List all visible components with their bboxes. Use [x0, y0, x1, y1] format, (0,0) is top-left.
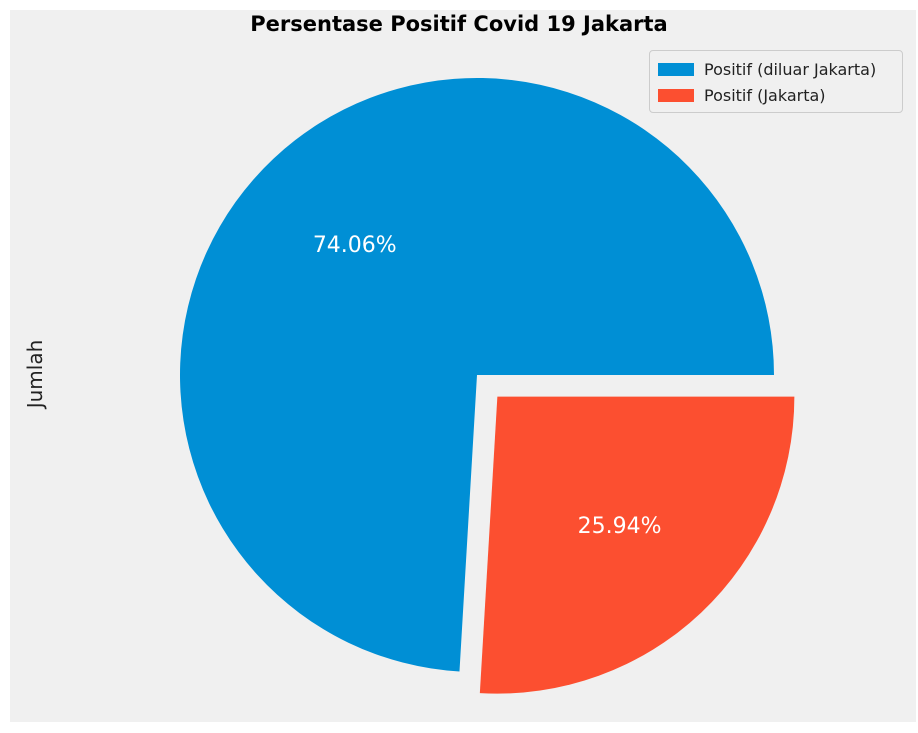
legend: Positif (diluar Jakarta) Positif (Jakart… [649, 50, 903, 113]
pie-slice-jakarta [479, 396, 795, 694]
legend-label-diluar-jakarta: Positif (diluar Jakarta) [704, 59, 877, 79]
legend-label-jakarta: Positif (Jakarta) [704, 85, 826, 105]
legend-swatch-diluar-jakarta [658, 62, 694, 76]
pie-slice-diluar-jakarta [179, 77, 774, 672]
pie-label-diluar-jakarta: 74.06% [313, 233, 397, 258]
legend-swatch-jakarta [658, 88, 694, 102]
legend-item-diluar-jakarta: Positif (diluar Jakarta) [658, 56, 894, 82]
legend-item-jakarta: Positif (Jakarta) [658, 82, 894, 108]
chart-title: Persentase Positif Covid 19 Jakarta [250, 12, 668, 36]
pie-label-jakarta: 25.94% [578, 514, 662, 539]
